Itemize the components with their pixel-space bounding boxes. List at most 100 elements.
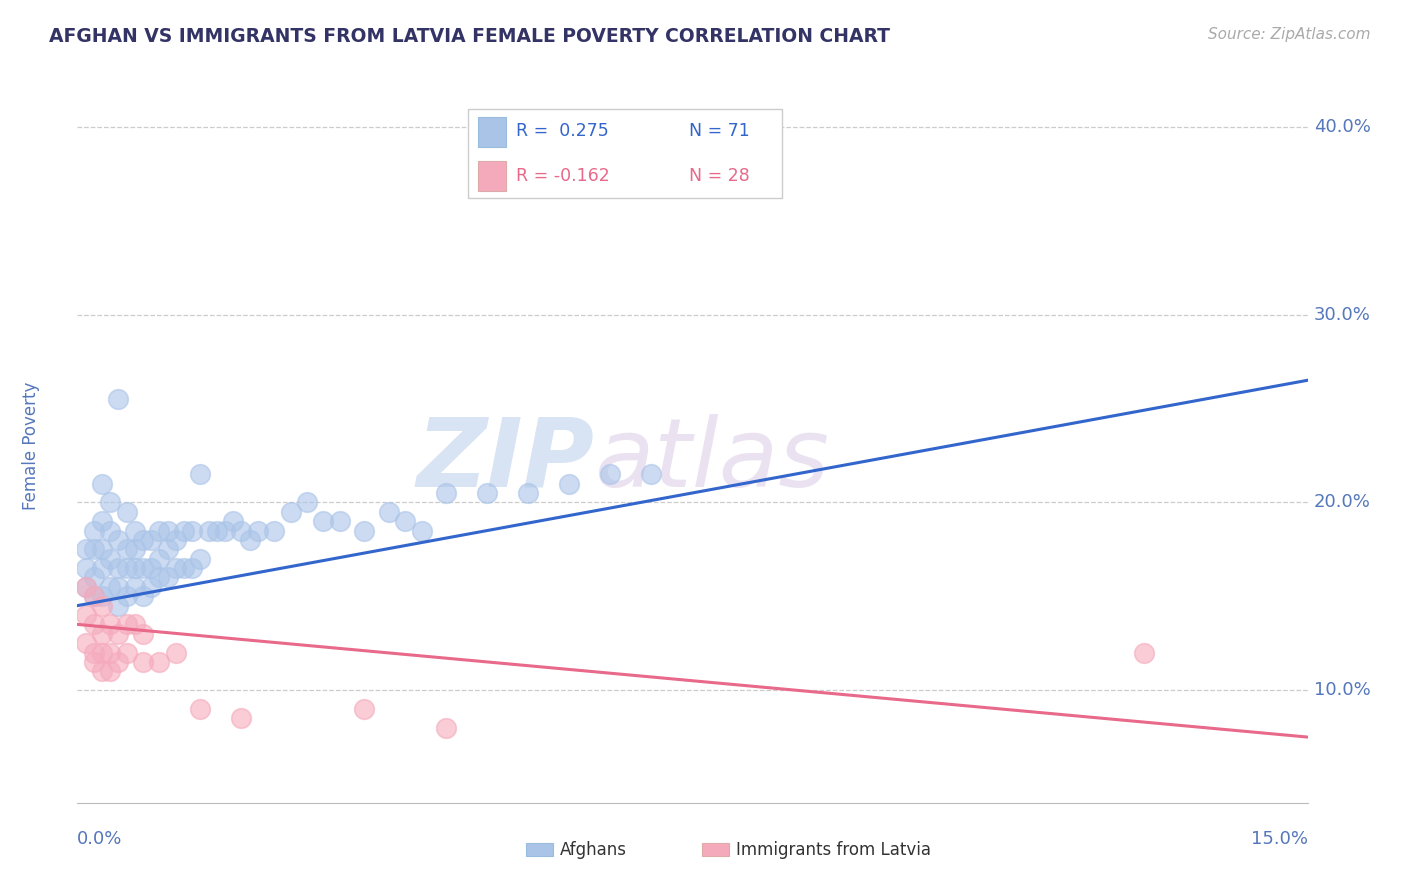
Point <box>90 514 114 528</box>
Point <box>197 524 219 538</box>
Point <box>165 561 187 575</box>
Point <box>148 570 170 584</box>
Point <box>90 589 114 603</box>
Point <box>1132 646 1154 660</box>
Point <box>115 561 138 575</box>
Point <box>394 514 416 528</box>
Text: Source: ZipAtlas.com: Source: ZipAtlas.com <box>1208 27 1371 42</box>
Text: AFGHAN VS IMMIGRANTS FROM LATVIA FEMALE POVERTY CORRELATION CHART: AFGHAN VS IMMIGRANTS FROM LATVIA FEMALE … <box>49 27 890 45</box>
Point <box>124 542 146 557</box>
Text: Immigrants from Latvia: Immigrants from Latvia <box>735 841 931 859</box>
Point <box>214 524 236 538</box>
Point <box>132 589 155 603</box>
Point <box>83 542 105 557</box>
Point <box>90 542 114 557</box>
Point <box>90 665 114 679</box>
Point <box>188 551 212 566</box>
Point <box>141 561 163 575</box>
Point <box>107 533 129 547</box>
Point <box>75 580 97 594</box>
Text: 0.0%: 0.0% <box>77 830 122 848</box>
Point <box>148 524 170 538</box>
Text: 30.0%: 30.0% <box>1313 306 1371 324</box>
Point <box>378 505 401 519</box>
Point <box>148 655 170 669</box>
Point <box>165 646 187 660</box>
Point <box>436 486 458 500</box>
Point <box>156 542 179 557</box>
Text: atlas: atlas <box>595 414 830 507</box>
Point <box>295 495 318 509</box>
Point <box>75 636 97 650</box>
Point <box>107 655 129 669</box>
Point <box>188 702 212 716</box>
Point <box>148 551 170 566</box>
FancyBboxPatch shape <box>526 844 554 856</box>
Point <box>517 486 540 500</box>
Point <box>141 580 163 594</box>
Point <box>132 655 155 669</box>
Point <box>280 505 302 519</box>
Text: 40.0%: 40.0% <box>1313 118 1371 136</box>
Point <box>75 607 97 622</box>
Point <box>124 617 146 632</box>
Point <box>107 561 129 575</box>
Point <box>107 392 129 406</box>
Text: Female Poverty: Female Poverty <box>21 382 39 510</box>
Point <box>83 655 105 669</box>
Point <box>107 580 129 594</box>
Point <box>173 524 195 538</box>
Point <box>353 524 375 538</box>
Point <box>83 646 105 660</box>
Point <box>90 627 114 641</box>
Point <box>132 627 155 641</box>
Point <box>124 524 146 538</box>
Point <box>263 524 285 538</box>
Point <box>132 533 155 547</box>
Point <box>181 561 204 575</box>
Text: Afghans: Afghans <box>560 841 627 859</box>
Point <box>165 533 187 547</box>
Point <box>98 495 121 509</box>
Point <box>599 467 621 482</box>
Point <box>477 486 499 500</box>
Point <box>83 589 105 603</box>
Point <box>436 721 458 735</box>
Point <box>98 580 121 594</box>
Point <box>75 542 97 557</box>
Point <box>107 599 129 613</box>
Point <box>98 646 121 660</box>
Text: 20.0%: 20.0% <box>1313 493 1371 511</box>
Point <box>83 570 105 584</box>
Point <box>231 524 253 538</box>
Point <box>124 580 146 594</box>
Point <box>83 617 105 632</box>
Point <box>156 524 179 538</box>
Point <box>115 617 138 632</box>
Point <box>75 561 97 575</box>
Point <box>156 570 179 584</box>
Point <box>141 533 163 547</box>
Point <box>205 524 228 538</box>
Point <box>115 589 138 603</box>
Point <box>173 561 195 575</box>
Point <box>353 702 375 716</box>
Text: 15.0%: 15.0% <box>1250 830 1308 848</box>
Text: 10.0%: 10.0% <box>1313 681 1371 699</box>
FancyBboxPatch shape <box>703 844 730 856</box>
Point <box>115 542 138 557</box>
Point <box>558 476 581 491</box>
Point <box>75 580 97 594</box>
Point <box>312 514 335 528</box>
Point <box>329 514 352 528</box>
Point <box>90 476 114 491</box>
Point <box>115 505 138 519</box>
Point <box>98 665 121 679</box>
Point <box>411 524 433 538</box>
Point <box>83 524 105 538</box>
Point <box>132 561 155 575</box>
Point <box>90 646 114 660</box>
Point <box>124 561 146 575</box>
Point <box>98 551 121 566</box>
Point <box>98 617 121 632</box>
